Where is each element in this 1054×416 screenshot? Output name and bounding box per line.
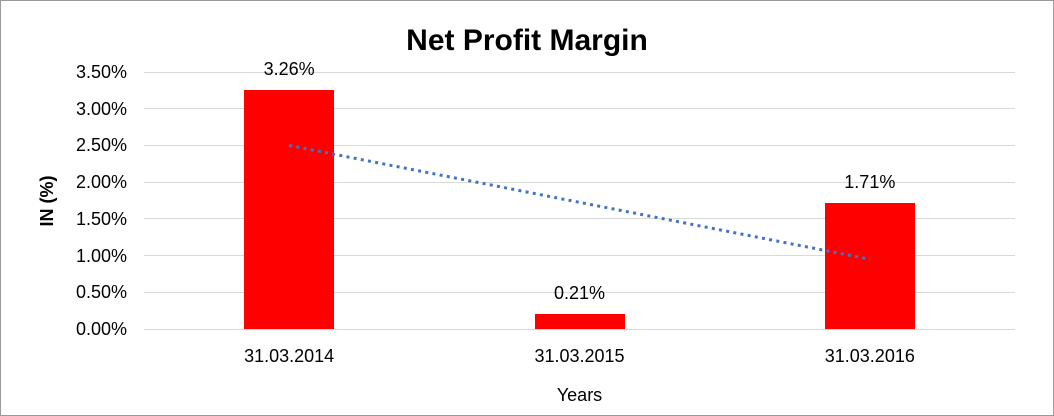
y-tick-label: 0.50% (75, 282, 127, 303)
data-label-31-03-2015: 0.21% (553, 282, 606, 303)
linear-trendline (288, 143, 871, 261)
gridline-2.50% (144, 144, 1015, 146)
y-tick-label: 0.00% (75, 319, 127, 339)
y-tick-label: 2.00% (75, 172, 127, 193)
x-tick-label-31-03-2014: 31.03.2014 (244, 346, 335, 366)
bar-31-03-2014 (244, 89, 335, 329)
chart-title: Net Profit Margin (406, 24, 648, 57)
gridline-0.50% (144, 291, 1015, 293)
data-label-31-03-2016: 1.71% (844, 172, 896, 193)
y-tick-label: 3.00% (75, 98, 127, 119)
gridline-2.00% (144, 181, 1015, 183)
y-tick-label: 1.50% (75, 208, 127, 229)
y-tick-label: 3.50% (75, 62, 127, 82)
trendline-layer (288, 143, 871, 261)
plot-area: 3.26% 0.21% 1.71% (144, 60, 1015, 330)
gridline-1.50% (144, 218, 1015, 220)
bar-31-03-2015 (534, 313, 625, 329)
gridline-3.00% (144, 108, 1015, 110)
bar-31-03-2016 (824, 203, 915, 329)
x-tick-label-31-03-2015: 31.03.2015 (534, 346, 625, 366)
gridline-1.00% (144, 255, 1015, 257)
gridline-0.00% (144, 328, 1015, 330)
x-tick-label-31-03-2016: 31.03.2016 (824, 346, 915, 366)
gridline-3.50% (144, 71, 1015, 73)
x-axis-title: Years (556, 385, 603, 405)
y-tick-label: 1.00% (75, 245, 127, 266)
data-label-31-03-2014: 3.26% (263, 58, 315, 79)
y-tick-label: 2.50% (75, 135, 127, 156)
